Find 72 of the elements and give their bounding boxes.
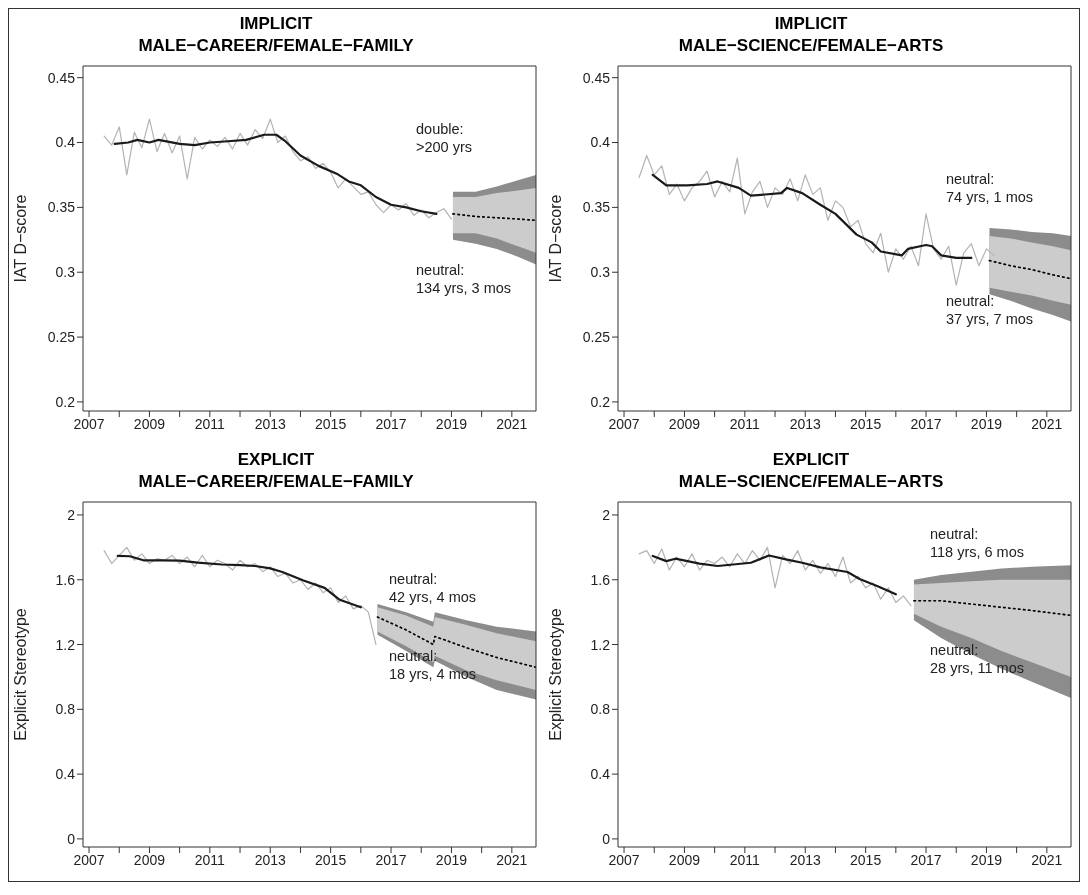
y-axis-title: IAT D−score bbox=[11, 194, 29, 283]
x-tick-label: 2015 bbox=[850, 851, 882, 868]
x-tick-label: 2009 bbox=[133, 415, 166, 432]
x-tick-label: 2009 bbox=[668, 415, 701, 432]
y-tick-label: 0.35 bbox=[47, 199, 76, 216]
x-tick-label: 2009 bbox=[668, 851, 701, 868]
y-tick-label: 0.3 bbox=[55, 264, 76, 281]
x-tick-label: 2015 bbox=[315, 851, 347, 868]
chart-title: EXPLICIT MALE−SCIENCE/FEMALE−ARTS bbox=[677, 449, 945, 493]
y-tick-label: 0.4 bbox=[55, 134, 76, 151]
x-tick-label: 2011 bbox=[194, 851, 226, 868]
annotation: neutral: 134 yrs, 3 mos bbox=[416, 261, 512, 297]
y-tick-label: 2 bbox=[602, 506, 611, 523]
x-tick-label: 2011 bbox=[729, 415, 761, 432]
x-tick-label: 2013 bbox=[789, 415, 822, 432]
annotation: neutral: 42 yrs, 4 mos bbox=[389, 570, 477, 606]
annotation: neutral: 118 yrs, 6 mos bbox=[930, 525, 1025, 561]
chart-title: EXPLICIT MALE−CAREER/FEMALE−FAMILY bbox=[137, 449, 415, 493]
y-tick-label: 0 bbox=[67, 830, 76, 847]
y-tick-label: 1.2 bbox=[55, 636, 76, 653]
x-tick-label: 2021 bbox=[1031, 851, 1063, 868]
x-tick-label: 2017 bbox=[375, 851, 407, 868]
x-tick-label: 2019 bbox=[435, 415, 468, 432]
y-tick-label: 0.35 bbox=[582, 199, 611, 216]
x-tick-label: 2019 bbox=[970, 415, 1003, 432]
y-tick-label: 0.8 bbox=[590, 701, 611, 718]
y-tick-label: 0.4 bbox=[590, 766, 611, 783]
annotation: neutral: 37 yrs, 7 mos bbox=[946, 292, 1034, 328]
x-tick-label: 2007 bbox=[608, 851, 640, 868]
x-tick-label: 2019 bbox=[435, 851, 468, 868]
y-tick-label: 0.2 bbox=[55, 393, 76, 410]
annotation: neutral: 18 yrs, 4 mos bbox=[389, 647, 477, 683]
x-tick-label: 2021 bbox=[496, 415, 528, 432]
y-axis-title: IAT D−score bbox=[546, 194, 564, 283]
chart-title: IMPLICIT MALE−SCIENCE/FEMALE−ARTS bbox=[677, 13, 945, 57]
y-tick-label: 1.2 bbox=[590, 636, 611, 653]
y-tick-label: 0.4 bbox=[590, 134, 611, 151]
x-tick-label: 2011 bbox=[729, 851, 761, 868]
annotation: double: >200 yrs bbox=[416, 120, 473, 156]
x-tick-label: 2007 bbox=[73, 851, 105, 868]
y-axis-title: Explicit Stereotype bbox=[546, 608, 564, 741]
y-tick-label: 0.4 bbox=[55, 766, 76, 783]
x-tick-label: 2017 bbox=[910, 415, 942, 432]
y-axis-title: Explicit Stereotype bbox=[11, 608, 29, 741]
y-tick-label: 1.6 bbox=[55, 571, 76, 588]
x-tick-label: 2013 bbox=[254, 851, 287, 868]
y-tick-label: 0.8 bbox=[55, 701, 76, 718]
y-tick-label: 1.6 bbox=[590, 571, 611, 588]
x-tick-label: 2013 bbox=[789, 851, 822, 868]
x-tick-label: 2009 bbox=[133, 851, 166, 868]
chart-title: IMPLICIT MALE−CAREER/FEMALE−FAMILY bbox=[137, 13, 415, 57]
annotation: neutral: 28 yrs, 11 mos bbox=[930, 641, 1025, 677]
x-tick-label: 2017 bbox=[910, 851, 942, 868]
x-tick-label: 2007 bbox=[73, 415, 105, 432]
x-tick-label: 2007 bbox=[608, 415, 640, 432]
y-tick-label: 0.45 bbox=[582, 69, 611, 86]
x-tick-label: 2017 bbox=[375, 415, 407, 432]
y-tick-label: 2 bbox=[67, 506, 76, 523]
x-tick-label: 2021 bbox=[496, 851, 528, 868]
y-tick-label: 0.2 bbox=[590, 393, 611, 410]
x-tick-label: 2013 bbox=[254, 415, 287, 432]
y-tick-label: 0.25 bbox=[582, 329, 611, 346]
x-tick-label: 2019 bbox=[970, 851, 1003, 868]
y-tick-label: 0 bbox=[602, 830, 611, 847]
y-tick-label: 0.3 bbox=[590, 264, 611, 281]
annotation: neutral: 74 yrs, 1 mos bbox=[946, 170, 1034, 206]
y-tick-label: 0.45 bbox=[47, 69, 76, 86]
y-tick-label: 0.25 bbox=[47, 329, 76, 346]
x-tick-label: 2011 bbox=[194, 415, 226, 432]
x-tick-label: 2015 bbox=[315, 415, 347, 432]
x-tick-label: 2021 bbox=[1031, 415, 1063, 432]
x-tick-label: 2015 bbox=[850, 415, 882, 432]
